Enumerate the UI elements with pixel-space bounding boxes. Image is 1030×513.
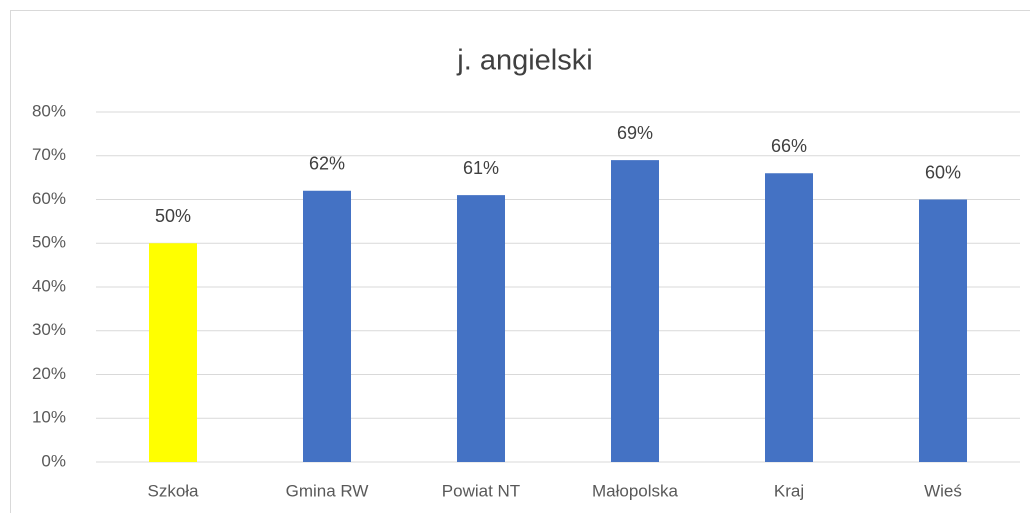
chart-title: j. angielski <box>456 45 592 77</box>
x-tick-label: Gmina RW <box>286 481 369 500</box>
value-label: 66% <box>771 136 807 156</box>
bar <box>457 195 505 462</box>
y-tick-label: 50% <box>32 233 66 252</box>
bar <box>919 199 967 462</box>
x-tick-label: Powiat NT <box>442 481 520 500</box>
y-tick-label: 40% <box>32 276 66 295</box>
y-tick-label: 0% <box>41 451 66 470</box>
x-tick-label: Kraj <box>774 481 804 500</box>
x-tick-label: Małopolska <box>592 481 679 500</box>
y-tick-label: 20% <box>32 364 66 383</box>
y-tick-label: 30% <box>32 320 66 339</box>
value-label: 69% <box>617 123 653 143</box>
chart-border <box>10 10 1030 513</box>
y-tick-label: 60% <box>32 189 66 208</box>
y-tick-label: 80% <box>32 101 66 120</box>
bar <box>149 243 197 462</box>
bar <box>765 173 813 462</box>
y-tick-label: 70% <box>32 145 66 164</box>
y-tick-label: 10% <box>32 408 66 427</box>
value-label: 50% <box>155 206 191 226</box>
bar <box>611 160 659 462</box>
value-label: 62% <box>309 154 345 174</box>
x-tick-label: Wieś <box>924 481 962 500</box>
value-label: 60% <box>925 162 961 182</box>
value-label: 61% <box>463 158 499 178</box>
bar <box>303 190 351 462</box>
x-tick-label: Szkoła <box>147 481 199 500</box>
